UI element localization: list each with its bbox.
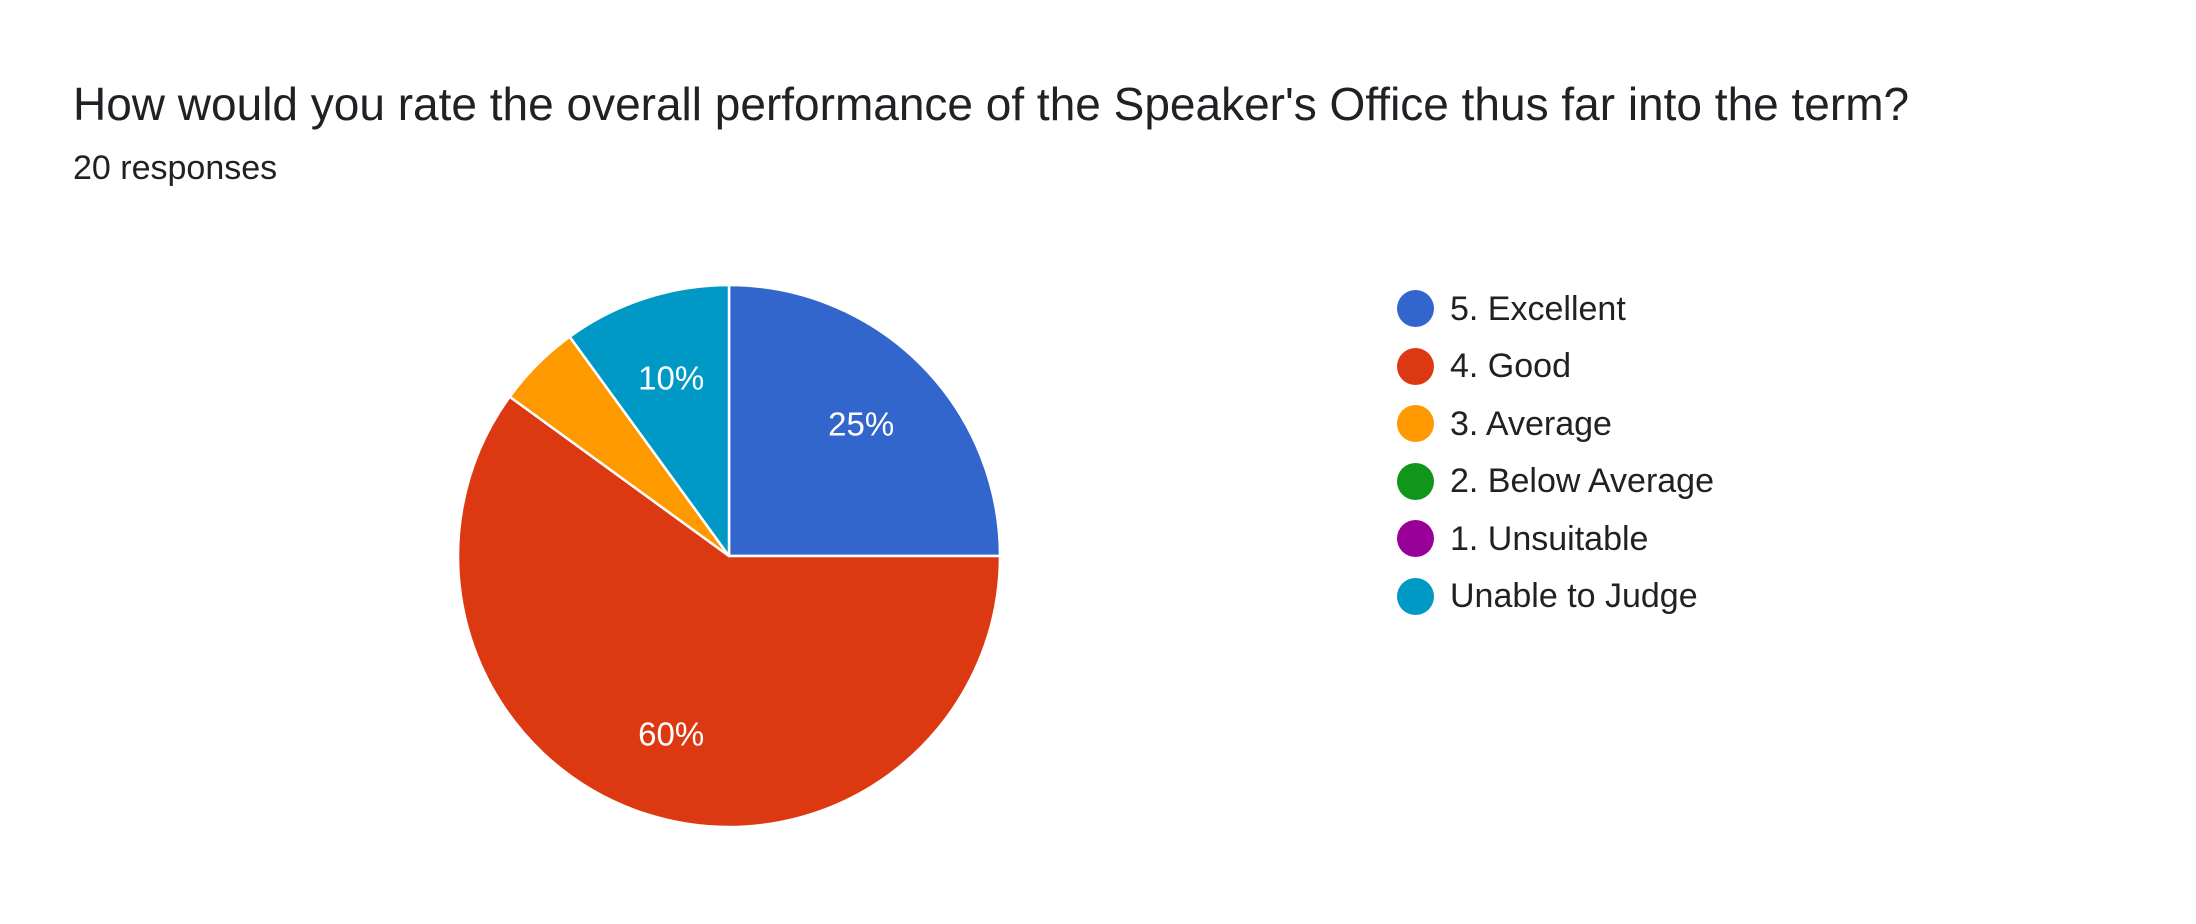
legend-swatch-icon <box>1397 347 1434 385</box>
pie-slice-5-excellent[interactable] <box>727 283 1002 558</box>
legend-swatch-icon <box>1397 462 1434 500</box>
pie-slice-labels: 25% 60% 10% <box>638 360 894 753</box>
legend-item-1-unsuitable[interactable]: 1. Unsuitable <box>1397 510 1714 568</box>
legend-label: 1. Unsuitable <box>1450 519 1649 558</box>
legend-label: Unable to Judge <box>1450 577 1698 616</box>
legend-swatch-icon <box>1397 577 1434 615</box>
legend-swatch-icon <box>1397 520 1434 558</box>
legend-item-unable-to-judge[interactable]: Unable to Judge <box>1397 568 1714 626</box>
question-title: How would you rate the overall performan… <box>73 78 1910 130</box>
legend-item-2-below-average[interactable]: 2. Below Average <box>1397 453 1714 511</box>
legend-swatch-icon <box>1397 290 1434 328</box>
pie-slice-label-unable-to-judge: 10% <box>638 360 704 397</box>
pie-slice-label-4-good: 60% <box>638 715 704 752</box>
chart-legend[interactable]: 5. Excellent 4. Good 3. Average 2. Below Av… <box>1397 280 1714 625</box>
response-count: 20 responses <box>73 149 278 187</box>
pie-slice-label-5-excellent: 25% <box>828 405 894 442</box>
legend-swatch-icon <box>1397 405 1434 443</box>
pie-slice-4-good[interactable] <box>456 395 1002 829</box>
pie-slices <box>456 283 1002 829</box>
legend-label: 3. Average <box>1450 404 1612 443</box>
legend-label: 2. Below Average <box>1450 462 1714 501</box>
legend-item-5-excellent[interactable]: 5. Excellent <box>1397 280 1714 338</box>
legend-item-3-average[interactable]: 3. Average <box>1397 395 1714 453</box>
legend-item-4-good[interactable]: 4. Good <box>1397 338 1714 396</box>
legend-label: 4. Good <box>1450 347 1571 386</box>
pie-slice-unable-to-judge[interactable] <box>568 283 731 558</box>
legend-label: 5. Excellent <box>1450 289 1626 328</box>
